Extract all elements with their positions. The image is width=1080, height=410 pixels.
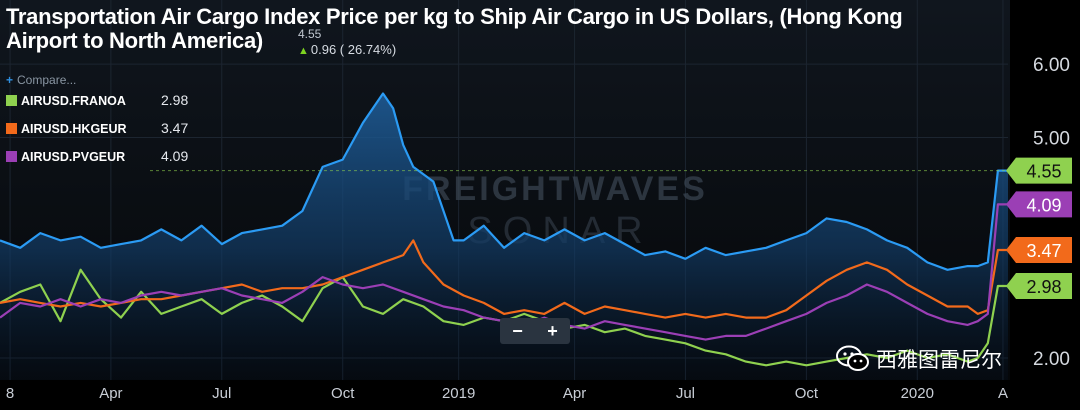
legend-swatch [6, 151, 17, 162]
change-value: ▲ 0.96 ( 26.74%) [298, 42, 396, 57]
wechat-icon [836, 345, 869, 371]
x-tick-label-0: 8 [6, 385, 14, 402]
legend-name: AIRUSD.FRANOA [21, 94, 126, 108]
zoom-in-button[interactable]: + [547, 320, 558, 341]
chart-title-line-2: Airport to North America) [6, 28, 263, 53]
x-tick-label-5: Apr [563, 385, 586, 402]
y-tick-label-0: 2.00 [1033, 349, 1070, 370]
x-tick-label-8: 2020 [901, 385, 934, 402]
end-label-tag-0 [1006, 157, 1072, 184]
zoom-out-button[interactable]: − [512, 320, 523, 341]
x-tick-label-3: Oct [331, 385, 355, 402]
legend-value: 2.98 [161, 92, 189, 108]
end-label-0: 4.55 [1006, 157, 1072, 184]
change-text: 0.96 ( 26.74%) [310, 42, 397, 57]
end-label-tag-1 [1006, 191, 1072, 218]
legend-item[interactable]: AIRUSD.PVGEUR 4.09 [6, 148, 188, 164]
watermark-line-1: FREIGHTWAVES [402, 170, 708, 208]
y-tick-label-2: 6.00 [1033, 55, 1070, 76]
end-value-labels: 4.55 4.09 3.47 2.98 [1006, 157, 1072, 299]
end-label-tag-3 [1006, 272, 1072, 299]
plus-icon: + [6, 73, 14, 87]
legend-name: AIRUSD.HKGEUR [21, 122, 127, 136]
x-tick-label-1: Apr [99, 385, 122, 402]
legend-item[interactable]: AIRUSD.FRANOA 2.98 [6, 92, 188, 108]
end-label-text-2: 3.47 [1026, 241, 1061, 261]
wechat-badge: 西雅图雷尼尔 [836, 344, 1002, 374]
compare-label: Compare... [17, 73, 77, 87]
end-label-1: 4.09 [1006, 191, 1072, 218]
legend-value: 4.09 [161, 148, 189, 164]
legend-item[interactable]: AIRUSD.HKGEUR 3.47 [6, 120, 188, 136]
badge-text: 西雅图雷尼尔 [876, 349, 1002, 372]
chart-title-line-1: Transportation Air Cargo Index Price per… [6, 4, 903, 29]
legend-swatch [6, 123, 17, 134]
legend-value: 3.47 [161, 120, 189, 136]
legend-name: AIRUSD.PVGEUR [21, 150, 126, 164]
end-label-tag-2 [1006, 236, 1072, 263]
y-tick-label-1: 5.00 [1033, 129, 1070, 150]
end-label-text-0: 4.55 [1026, 162, 1061, 182]
series-line-1 [0, 268, 1008, 367]
compare-button[interactable]: + Compare... [6, 73, 76, 87]
end-label-3: 2.98 [1006, 272, 1072, 299]
x-tick-label-2: Jul [212, 385, 231, 402]
series-line-0 [0, 92, 1008, 271]
x-tick-label-6: Jul [676, 385, 695, 402]
up-arrow-icon: ▲ [298, 45, 309, 57]
x-tick-label-4: 2019 [442, 385, 475, 402]
x-tick-label-9: A [998, 385, 1008, 402]
x-tick-label-7: Oct [795, 385, 819, 402]
end-label-text-3: 2.98 [1026, 277, 1061, 297]
legend-swatch [6, 95, 17, 106]
end-label-2: 3.47 [1006, 236, 1072, 263]
zoom-controls: − + [500, 318, 570, 344]
axes: 8 Apr Jul Oct 2019 Apr Jul Oct 2020 A 2.00 5.00 6.00 [6, 55, 1070, 402]
series-area-0 [0, 93, 1008, 380]
last-value: 4.55 [298, 27, 322, 41]
end-label-text-1: 4.09 [1026, 195, 1061, 215]
